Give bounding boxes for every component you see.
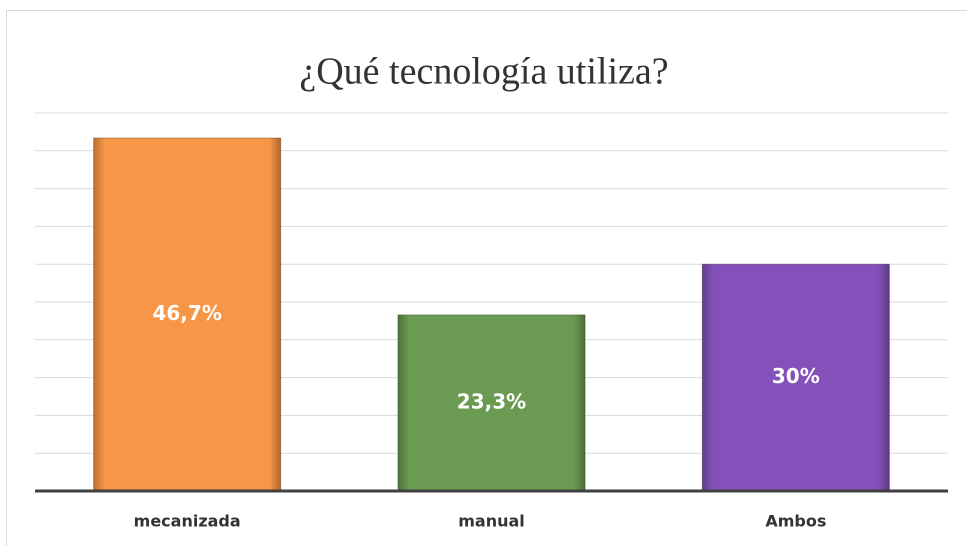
value-label: 23,3% [457, 389, 526, 413]
x-tick-label: mecanizada [134, 512, 241, 531]
value-label: 30% [772, 364, 820, 388]
chart-frame [6, 10, 967, 546]
chart-title: ¿Qué tecnología utiliza? [299, 51, 668, 93]
x-tick-label: Ambos [765, 512, 826, 531]
value-label: 46,7% [152, 301, 221, 325]
x-tick-label: manual [458, 512, 525, 531]
